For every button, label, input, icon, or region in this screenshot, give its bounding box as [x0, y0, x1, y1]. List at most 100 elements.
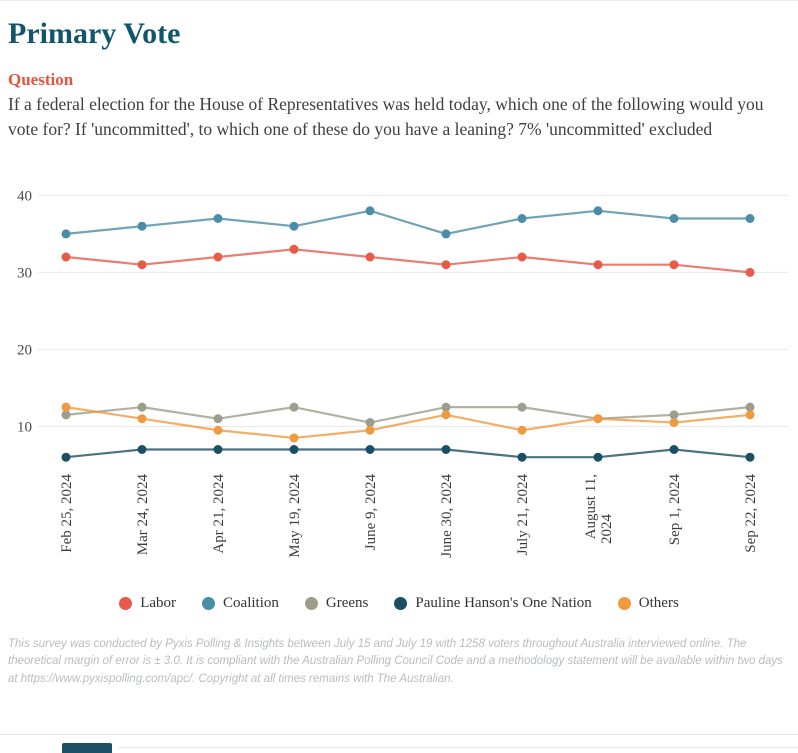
point-pauline-hanson-s-one-nation-3 [289, 444, 299, 454]
series-pauline-hanson-s-one-nation [61, 444, 755, 462]
point-coalition-7 [593, 205, 603, 215]
x-label-may-19-2024: May 19, 2024 [287, 473, 303, 557]
x-label-august-11-2024: August 11, [583, 474, 599, 539]
line-coalition [64, 209, 752, 235]
x-label-sep-22-2024: Sep 22, 2024 [743, 473, 759, 552]
point-others-1 [137, 413, 147, 423]
point-pauline-hanson-s-one-nation-9 [745, 452, 755, 462]
point-coalition-8 [669, 213, 679, 223]
point-labor-8 [669, 259, 679, 269]
x-label-feb-25-2024: Feb 25, 2024 [59, 473, 75, 552]
legend-dot-others [617, 596, 631, 610]
point-labor-9 [745, 267, 755, 277]
point-labor-7 [593, 259, 603, 269]
series-others [61, 402, 755, 442]
question-text: If a federal election for the House of R… [8, 93, 764, 139]
y-tick-40: 40 [17, 188, 32, 204]
legend-item-labor: Labor [119, 595, 176, 612]
point-pauline-hanson-s-one-nation-2 [213, 444, 223, 454]
point-greens-6 [517, 402, 527, 412]
x-label-july-21-2024: July 21, 2024 [515, 473, 531, 555]
point-pauline-hanson-s-one-nation-1 [137, 444, 147, 454]
x-label-august-11-2024-line2: 2024 [599, 513, 615, 544]
point-others-7 [593, 413, 603, 423]
series-coalition [61, 205, 755, 238]
next-section-partial [0, 734, 798, 753]
x-label-apr-21-2024: Apr 21, 2024 [211, 473, 227, 553]
primary-vote-chart-svg: 40 30 20 10 Feb 25, 2024 Mar 24, 2024 Apr 21, … [17, 188, 788, 557]
point-coalition-6 [517, 213, 527, 223]
x-label-sep-1-2024: Sep 1, 2024 [667, 473, 683, 545]
point-greens-4 [365, 417, 375, 427]
point-labor-6 [517, 252, 527, 262]
point-greens-8 [669, 409, 679, 419]
primary-vote-chart: 40 30 20 10 Feb 25, 2024 Mar 24, 2024 Apr 21, … [8, 172, 790, 587]
point-labor-4 [365, 252, 375, 262]
line-pauline-hanson-s-one-nation [64, 447, 752, 458]
point-others-6 [517, 425, 527, 435]
point-greens-1 [137, 402, 147, 412]
question-label: Question [8, 69, 74, 89]
point-greens-0 [61, 409, 71, 419]
legend-dot-labor [119, 596, 133, 610]
legend-dot-coalition [202, 596, 216, 610]
legend-item-others: Others [617, 595, 679, 612]
point-greens-5 [441, 402, 451, 412]
legend-label-coalition: Coalition [223, 594, 279, 611]
x-label-june-30-2024: June 30, 2024 [439, 473, 455, 557]
point-coalition-3 [289, 221, 299, 231]
point-labor-3 [289, 244, 299, 254]
point-coalition-2 [213, 213, 223, 223]
point-greens-9 [745, 402, 755, 412]
line-labor [64, 247, 752, 274]
y-tick-30: 30 [17, 265, 32, 281]
legend-label-pauline-hanson-s-one-nation: Pauline Hanson's One Nation [415, 594, 592, 611]
y-tick-20: 20 [17, 342, 32, 358]
point-coalition-9 [745, 213, 755, 223]
x-label-mar-24-2024: Mar 24, 2024 [135, 473, 151, 555]
point-pauline-hanson-s-one-nation-0 [61, 452, 71, 462]
point-coalition-1 [137, 221, 147, 231]
point-others-8 [669, 417, 679, 427]
point-pauline-hanson-s-one-nation-4 [365, 444, 375, 454]
y-tick-10: 10 [17, 419, 32, 435]
point-others-9 [745, 409, 755, 419]
point-others-4 [365, 425, 375, 435]
line-others [64, 405, 752, 439]
point-labor-5 [441, 259, 451, 269]
x-axis-labels: Feb 25, 2024 Mar 24, 2024 Apr 21, 2024 May … [59, 473, 759, 557]
point-pauline-hanson-s-one-nation-6 [517, 452, 527, 462]
point-pauline-hanson-s-one-nation-7 [593, 452, 603, 462]
point-greens-2 [213, 413, 223, 423]
point-others-2 [213, 425, 223, 435]
survey-disclaimer: This survey was conducted by Pyxis Polli… [8, 637, 783, 686]
series-labor [61, 244, 755, 277]
point-labor-2 [213, 252, 223, 262]
next-section-partial-bar [62, 743, 112, 753]
legend-item-greens: Greens [304, 594, 369, 612]
legend-item-pauline-hanson-s-one-nation: Pauline Hanson's One Nation [394, 594, 592, 612]
point-coalition-4 [365, 205, 375, 215]
line-greens [64, 405, 752, 424]
point-others-0 [61, 402, 71, 412]
legend-dot-greens [304, 596, 318, 610]
point-coalition-5 [441, 228, 451, 238]
legend-label-greens: Greens [325, 594, 369, 611]
page-title: Primary Vote [8, 17, 181, 50]
point-labor-0 [61, 252, 71, 262]
legend-label-labor: Labor [140, 594, 177, 611]
x-label-june-9-2024: June 9, 2024 [363, 473, 379, 550]
point-coalition-0 [61, 228, 71, 238]
point-greens-3 [289, 402, 299, 412]
point-others-3 [289, 432, 299, 442]
chart-legend: Labor Coalition Greens Pauline Hanson's One… [8, 595, 790, 612]
point-labor-1 [137, 259, 147, 269]
series-greens [61, 402, 755, 427]
point-others-5 [441, 409, 451, 419]
legend-item-coalition: Coalition [202, 595, 279, 612]
point-pauline-hanson-s-one-nation-5 [441, 444, 451, 454]
legend-dot-pauline-hanson-s-one-nation [394, 596, 408, 610]
next-section-gridline [118, 747, 798, 748]
y-gridlines: 40 30 20 10 [17, 188, 788, 435]
